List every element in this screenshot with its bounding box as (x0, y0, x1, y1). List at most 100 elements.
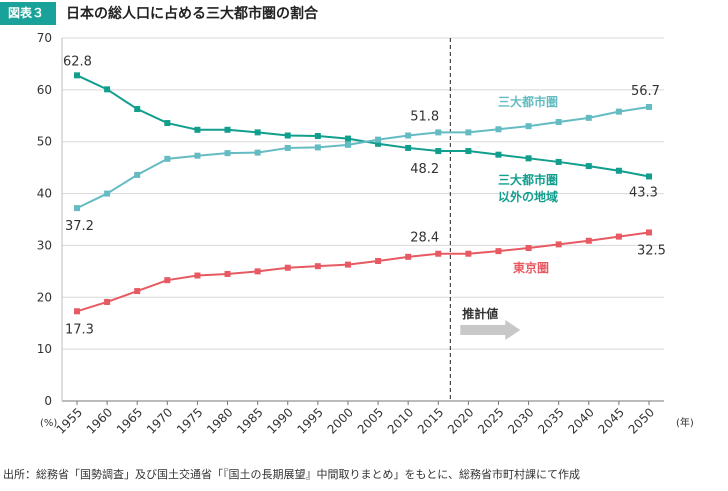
x-tick-label: 2005 (355, 405, 386, 436)
x-tick-label: 2020 (445, 405, 476, 436)
x-tick-label: 1990 (264, 405, 295, 436)
y-tick-label: 40 (37, 187, 52, 201)
data-point (74, 205, 80, 212)
data-point (375, 136, 382, 143)
data-point (194, 272, 201, 279)
y-tick-label: 60 (37, 83, 52, 97)
data-label: 32.5 (637, 243, 666, 258)
y-tick-label: 20 (37, 290, 52, 304)
chart-header: 図表３ 日本の総人口に占める三大都市圏の割合 (0, 0, 318, 26)
data-point (646, 173, 652, 180)
data-point (435, 250, 442, 257)
line-chart: 0 10 20 30 40 50 60 70 (%) (年) 1955196019651970197… (37, 31, 694, 437)
data-label: 17.3 (65, 322, 94, 337)
x-tick-label: 1995 (294, 405, 325, 436)
x-tick-label: 1980 (204, 405, 235, 436)
data-point (646, 229, 652, 236)
series-legend-label: 三大都市圏 (498, 94, 558, 109)
x-tick-label: 2010 (385, 405, 416, 436)
source-note: 出所：総務省「国勢調査」及び国土交通省「『国土の長期展望』中間取りまとめ」をもと… (3, 468, 580, 481)
data-label: 62.8 (63, 54, 92, 69)
data-point (525, 245, 532, 252)
data-point (314, 144, 321, 151)
data-point (344, 261, 351, 268)
data-point (164, 277, 171, 284)
data-point (314, 133, 321, 140)
series-legend-label: 東京圏 (513, 260, 549, 275)
data-point (284, 264, 291, 271)
data-label: 56.7 (631, 84, 660, 99)
data-point (585, 163, 592, 170)
data-point (585, 114, 592, 121)
data-point (254, 149, 261, 156)
x-tick-label: 2045 (596, 405, 627, 436)
data-point (254, 129, 261, 136)
x-tick-label: 2040 (565, 405, 596, 436)
data-point (134, 288, 141, 295)
data-label: 48.2 (410, 162, 439, 177)
data-point (405, 253, 412, 260)
x-tick-label: 1975 (174, 405, 205, 436)
data-point (104, 298, 111, 305)
data-point (555, 119, 562, 126)
data-point (435, 129, 442, 136)
y-tick-label: 10 (37, 342, 52, 356)
data-point (284, 132, 291, 139)
series-legend-label: 以外の地域 (498, 189, 558, 204)
data-point (254, 268, 261, 275)
x-tick-label: 1955 (54, 405, 85, 436)
x-tick-label: 2050 (626, 405, 657, 436)
data-point (164, 155, 171, 162)
x-tick-label: 2000 (325, 405, 356, 436)
data-point (495, 151, 502, 158)
data-point (555, 241, 562, 248)
data-point (615, 233, 622, 240)
projection-arrow-icon (460, 320, 521, 340)
data-point (435, 148, 442, 155)
data-point (405, 144, 412, 151)
data-point (646, 103, 652, 110)
data-point (555, 158, 562, 165)
x-tick-label: 2015 (415, 405, 446, 436)
data-point (104, 190, 111, 197)
data-point (224, 150, 231, 157)
series-line (76, 105, 650, 209)
data-point (615, 167, 622, 174)
data-point (495, 248, 502, 255)
data-point (375, 140, 382, 147)
x-tick-label: 2025 (475, 405, 506, 436)
figure-badge: 図表３ (0, 1, 57, 25)
data-point (164, 120, 171, 127)
series-line (76, 231, 650, 313)
data-point (194, 152, 201, 159)
x-tick-label: 1965 (114, 405, 145, 436)
data-point (465, 250, 472, 257)
data-point (465, 148, 472, 155)
x-tick-label: 1970 (144, 405, 175, 436)
y-tick-label: 50 (37, 135, 52, 149)
data-point (525, 123, 532, 130)
data-point (585, 237, 592, 244)
data-point (74, 308, 80, 315)
y-unit-label: (%) (40, 418, 57, 429)
y-tick-label: 0 (44, 394, 52, 408)
x-tick-label: 2035 (535, 405, 566, 436)
data-point (74, 72, 80, 79)
data-point (344, 135, 351, 142)
data-label: 51.8 (410, 109, 439, 124)
data-point (104, 86, 111, 93)
projection-label: 推計値 (462, 306, 498, 321)
chart-title: 日本の総人口に占める三大都市圏の割合 (66, 6, 319, 22)
data-point (525, 155, 532, 162)
data-point (495, 126, 502, 133)
data-point (465, 129, 472, 136)
data-point (405, 132, 412, 139)
data-point (194, 126, 201, 133)
x-tick-label: 1985 (234, 405, 265, 436)
x-unit-label: (年) (676, 416, 694, 429)
data-point (375, 257, 382, 264)
y-tick-label: 70 (37, 31, 52, 45)
y-tick-label: 30 (37, 238, 52, 252)
x-tick-label: 1960 (84, 405, 115, 436)
data-label: 28.4 (410, 231, 439, 246)
